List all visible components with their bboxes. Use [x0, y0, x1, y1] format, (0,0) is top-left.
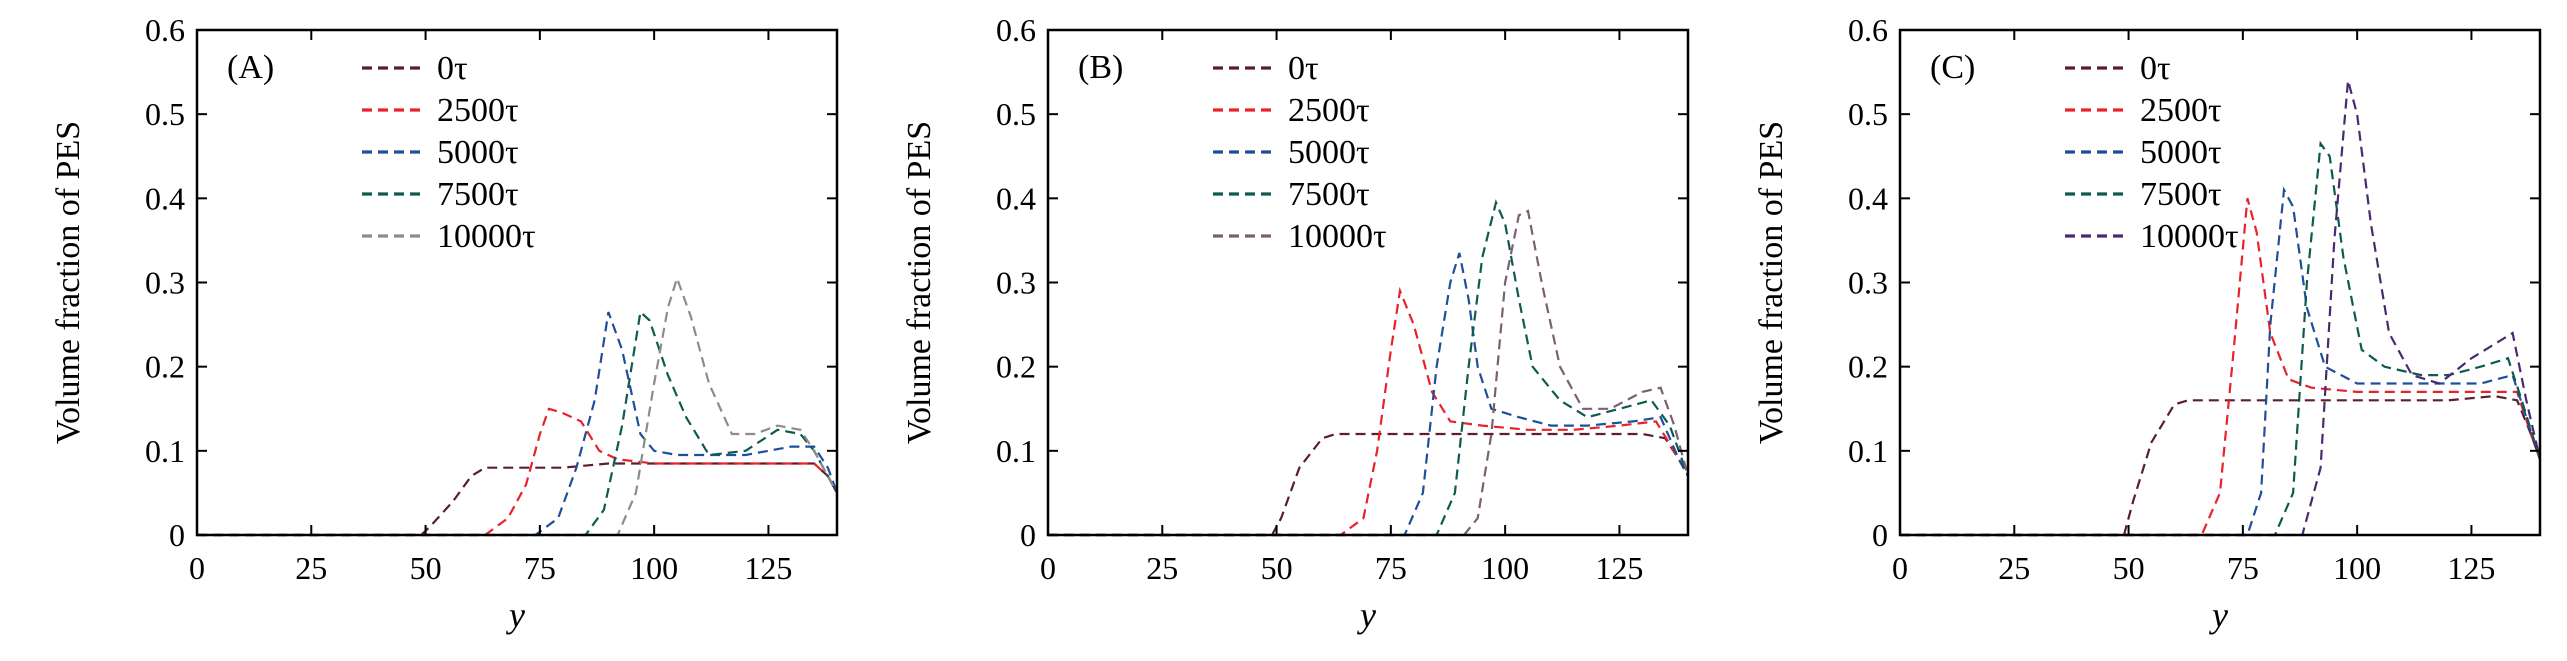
- legend-label: 10000τ: [437, 218, 536, 255]
- x-tick-label: 75: [2227, 550, 2259, 586]
- series-line-3: [1048, 252, 1689, 537]
- y-tick-label: 0.4: [145, 180, 185, 216]
- y-tick-label: 0.3: [996, 265, 1036, 301]
- legend-label: 2500τ: [1288, 92, 1370, 129]
- y-tick-label: 0.2: [1848, 349, 1888, 385]
- series-line-2: [1900, 198, 2542, 537]
- series-line-2: [197, 407, 838, 537]
- x-tick-label: 50: [1261, 550, 1293, 586]
- series-line-1: [1048, 432, 1689, 537]
- y-tick-label: 0.1: [996, 433, 1036, 469]
- series-line-5: [1048, 209, 1690, 537]
- chart-panel-3: 0 25 50 75 100 125 0 0.1 0.2 0.3 0.4 0.5 0.6 y Volume …: [1753, 12, 2542, 635]
- y-tick-label: 0.3: [1848, 265, 1888, 301]
- panel-label: (B): [1078, 49, 1123, 86]
- x-axis-title: y: [506, 595, 525, 635]
- y-tick-label: 0: [1872, 517, 1888, 553]
- legend-label: 0τ: [437, 50, 468, 87]
- x-tick-label: 50: [410, 550, 442, 586]
- y-axis-title: Volume fraction of PES: [1753, 121, 1790, 444]
- y-tick-label: 0.2: [996, 349, 1036, 385]
- legend-label: 10000τ: [2140, 218, 2239, 255]
- y-tick-label: 0.5: [996, 96, 1036, 132]
- x-tick-label: 25: [1146, 550, 1178, 586]
- legend-label: 5000τ: [437, 134, 519, 171]
- legend: 0τ 2500τ 5000τ 7500τ 10000τ: [2065, 50, 2239, 255]
- x-axis-title: y: [2209, 595, 2228, 635]
- legend-label: 2500τ: [437, 92, 519, 129]
- legend: 0τ 2500τ 5000τ 7500τ 10000τ: [1213, 50, 1387, 255]
- y-tick-label: 0.2: [145, 349, 185, 385]
- y-axis-title: Volume fraction of PES: [50, 121, 87, 444]
- legend: 0τ 2500τ 5000τ 7500τ 10000τ: [362, 50, 536, 255]
- x-tick-label: 25: [295, 550, 327, 586]
- series-line-4: [1900, 140, 2542, 537]
- x-tick-label: 75: [1375, 550, 1407, 586]
- legend-label: 7500τ: [437, 176, 519, 213]
- x-tick-label: 0: [1040, 550, 1056, 586]
- x-tick-label: 125: [2447, 550, 2495, 586]
- y-axis-title: Volume fraction of PES: [901, 121, 938, 444]
- y-tick-label: 0.5: [145, 96, 185, 132]
- legend-label: 5000τ: [2140, 134, 2222, 171]
- x-tick-label: 125: [744, 550, 792, 586]
- x-axis-title: y: [1357, 595, 1376, 635]
- y-tick-label: 0.4: [1848, 180, 1888, 216]
- x-tick-label: 100: [1481, 550, 1529, 586]
- y-tick-label: 0.3: [145, 265, 185, 301]
- x-tick-label: 0: [189, 550, 205, 586]
- legend-label: 5000τ: [1288, 134, 1370, 171]
- panel-label: (A): [227, 49, 274, 86]
- x-tick-label: 100: [2333, 550, 2381, 586]
- x-tick-label: 0: [1892, 550, 1908, 586]
- series-line-2: [1048, 286, 1689, 537]
- series-line-4: [1048, 199, 1690, 537]
- series-line-1: [1900, 394, 2542, 537]
- legend-label: 10000τ: [1288, 218, 1387, 255]
- x-tick-label: 125: [1595, 550, 1643, 586]
- y-tick-label: 0: [169, 517, 185, 553]
- panel-label: (C): [1930, 49, 1975, 86]
- x-tick-label: 50: [2113, 550, 2145, 586]
- series-line-5: [1900, 80, 2542, 537]
- x-tick-label: 100: [630, 550, 678, 586]
- y-tick-label: 0.6: [1848, 12, 1888, 48]
- legend-label: 7500τ: [2140, 176, 2222, 213]
- y-tick-label: 0.6: [996, 12, 1036, 48]
- y-tick-label: 0.4: [996, 180, 1036, 216]
- x-tick-label: 25: [1998, 550, 2030, 586]
- y-tick-label: 0.5: [1848, 96, 1888, 132]
- legend-label: 0τ: [1288, 50, 1319, 87]
- series-line-5: [197, 274, 838, 537]
- legend-label: 7500τ: [1288, 176, 1370, 213]
- legend-label: 0τ: [2140, 50, 2171, 87]
- series-line-3: [1900, 186, 2542, 537]
- y-tick-label: 0: [1020, 517, 1036, 553]
- y-tick-label: 0.1: [145, 433, 185, 469]
- y-tick-label: 0.1: [1848, 433, 1888, 469]
- series-line-3: [197, 311, 839, 537]
- x-tick-label: 75: [524, 550, 556, 586]
- legend-label: 2500τ: [2140, 92, 2222, 129]
- chart-panel-2: 0 25 50 75 100 125 0 0.1 0.2 0.3 0.4 0.5 0.6 y Volume …: [901, 12, 1690, 635]
- series-line-4: [197, 309, 838, 537]
- y-tick-label: 0.6: [145, 12, 185, 48]
- chart-panel-1: 0 25 50 75 100 125 0 0.1 0.2 0.3 0.4 0.5 0.6 y Volume …: [50, 12, 839, 635]
